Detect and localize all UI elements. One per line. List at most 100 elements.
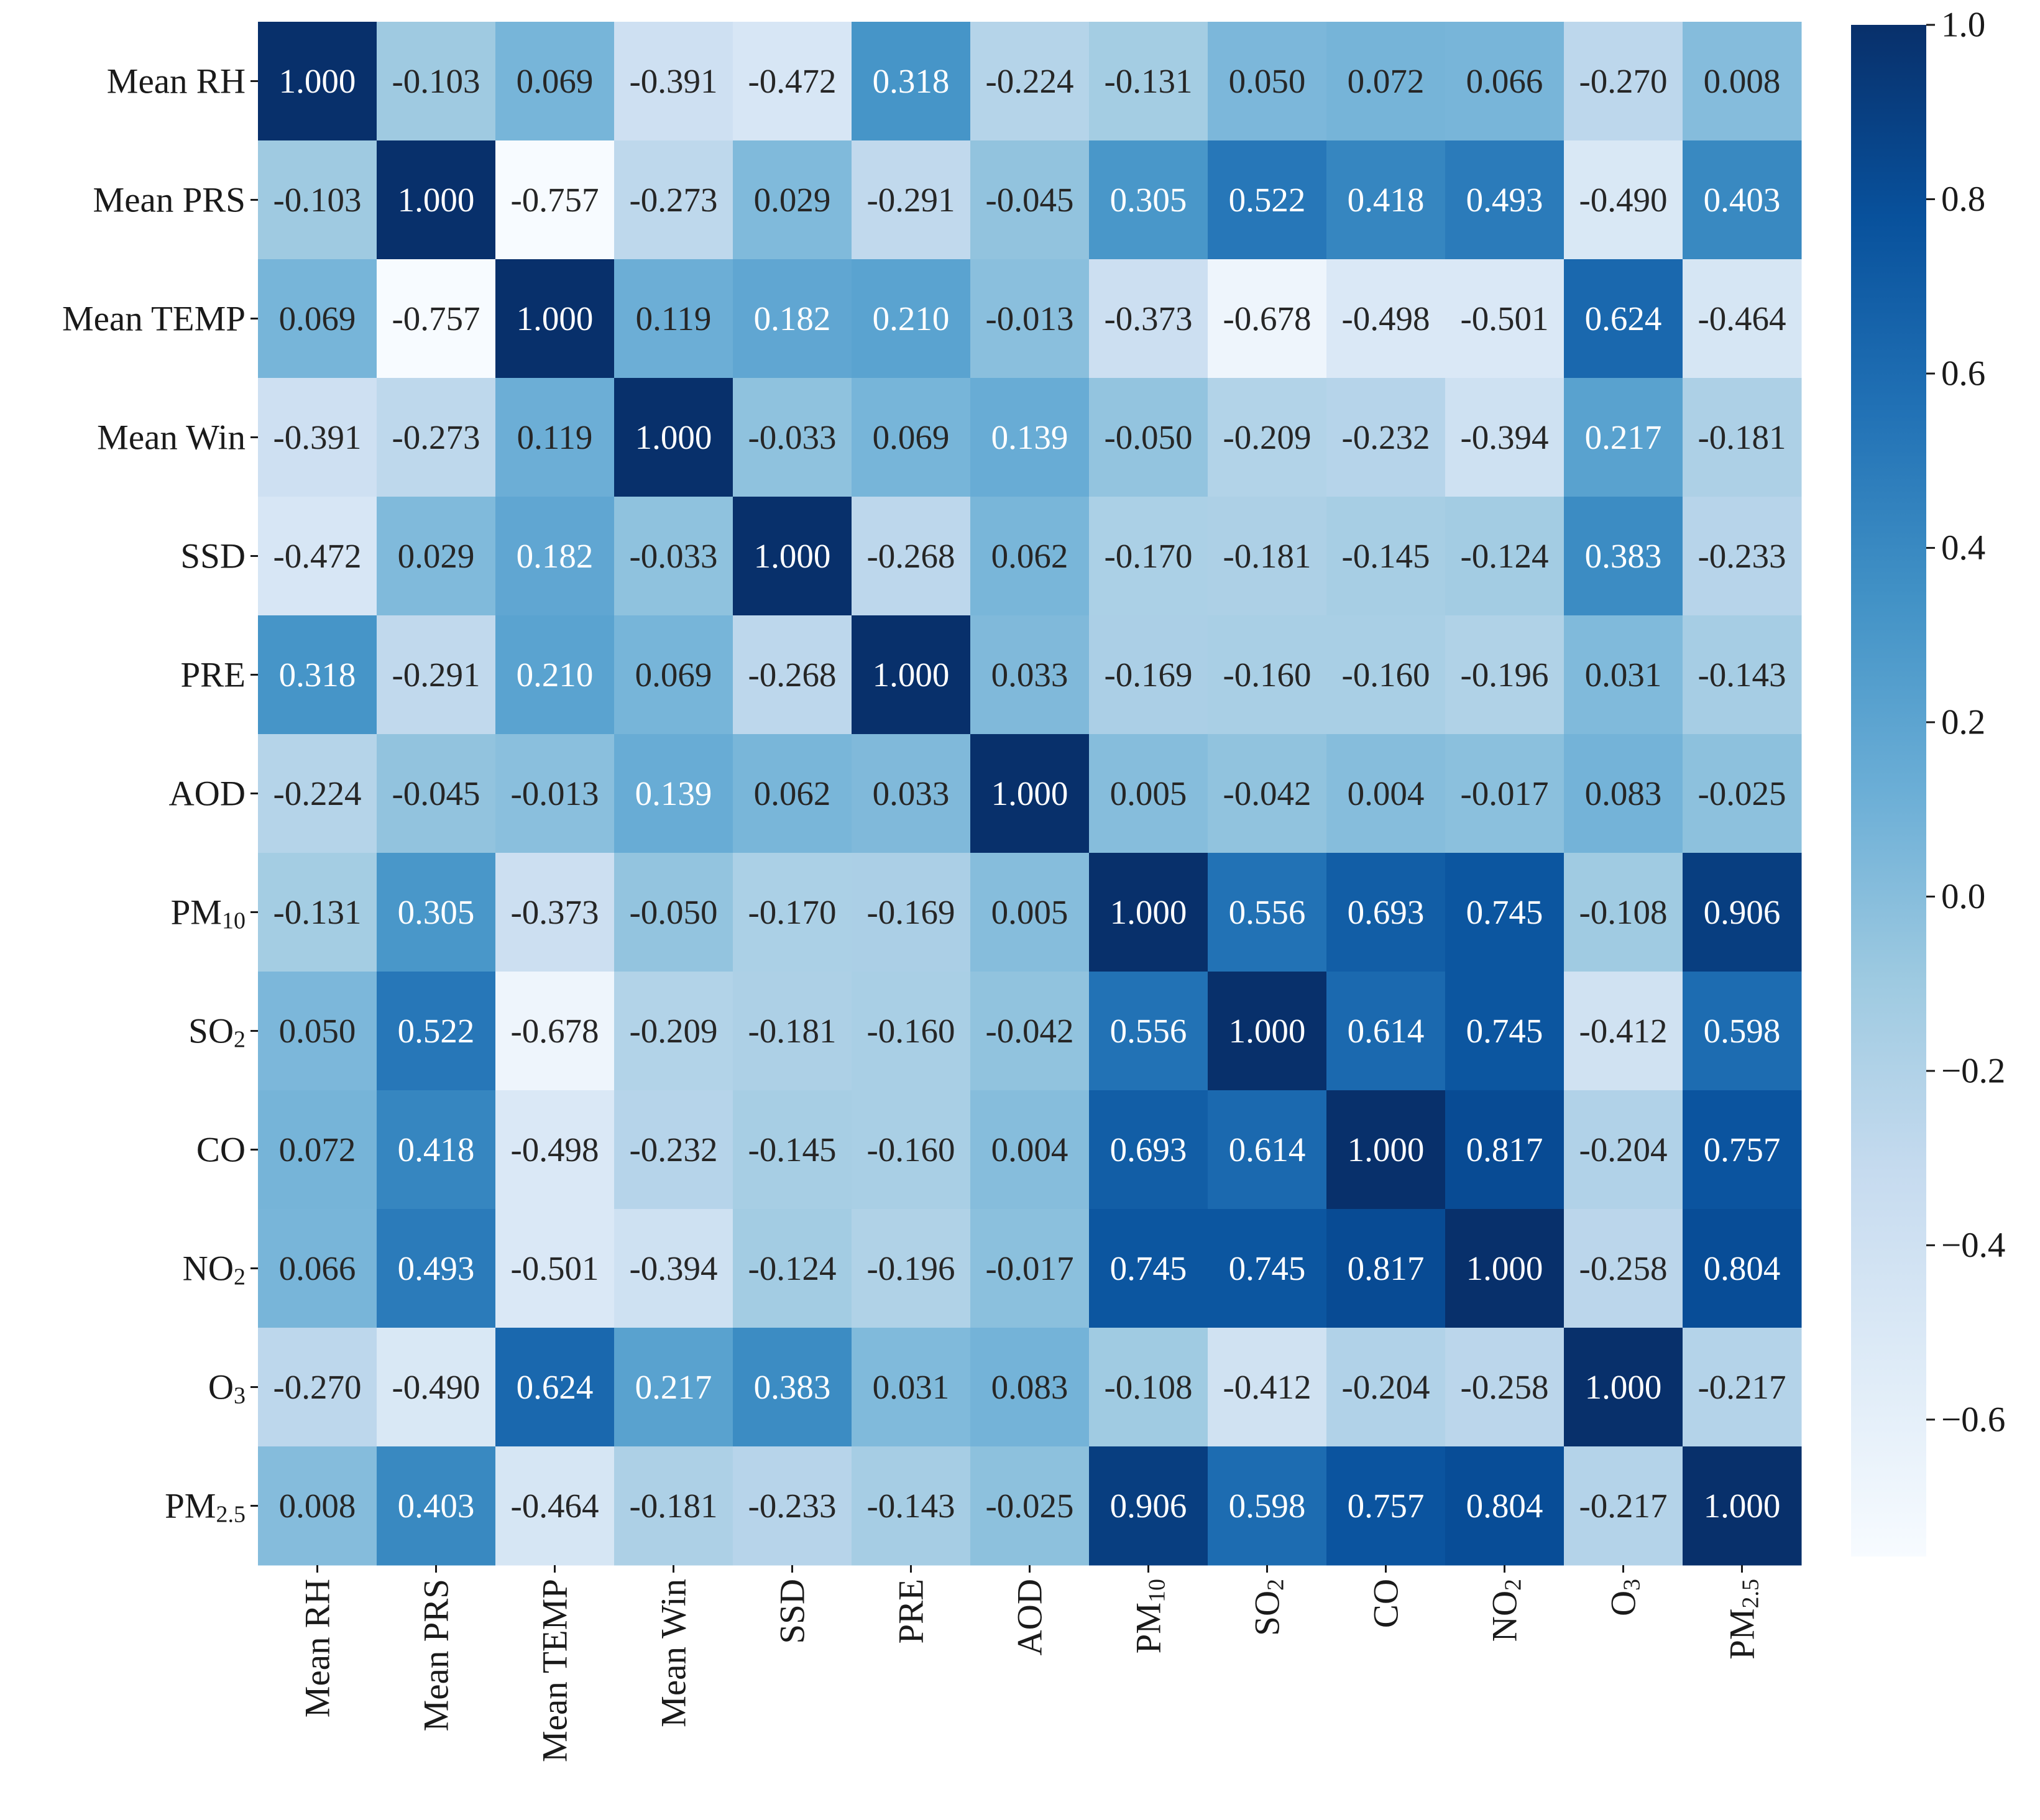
heatmap-cell — [1683, 1446, 1802, 1566]
cell-value-label: -0.103 — [392, 62, 480, 100]
heatmap-cell — [258, 1209, 377, 1328]
heatmap-cell — [1564, 1328, 1683, 1447]
column-tick-label: PM2.5 — [1722, 1579, 1764, 1660]
heatmap-cell — [970, 22, 1090, 141]
heatmap-cell — [1089, 734, 1208, 853]
heatmap-cell — [1683, 1209, 1802, 1328]
heatmap-cell — [1326, 1090, 1446, 1210]
heatmap-cell — [1564, 140, 1683, 260]
heatmap-cell — [377, 972, 496, 1091]
cell-value-label: 0.119 — [636, 300, 712, 338]
cell-value-label: -0.160 — [1341, 656, 1430, 694]
cell-value-label: 0.906 — [1110, 1487, 1187, 1525]
heatmap-cell — [377, 853, 496, 972]
heatmap-cell — [852, 972, 971, 1091]
heatmap-cell — [733, 972, 852, 1091]
cell-value-label: 0.139 — [991, 418, 1068, 456]
cell-value-label: -0.233 — [748, 1487, 836, 1525]
cell-value-label: -0.270 — [1579, 62, 1667, 100]
heatmap-cell — [495, 853, 615, 972]
heatmap-cell — [377, 140, 496, 260]
heatmap-cell — [614, 140, 733, 260]
heatmap-cell — [733, 378, 852, 497]
cell-value-label: 0.029 — [754, 181, 831, 219]
heatmap-cell — [1445, 497, 1564, 616]
heatmap-cell — [1564, 1209, 1683, 1328]
cell-value-label: 0.522 — [398, 1012, 475, 1050]
heatmap-cell — [495, 734, 615, 853]
heatmap-cell — [852, 140, 971, 260]
cell-value-label: 0.210 — [517, 656, 594, 694]
cell-value-label: -0.757 — [392, 300, 480, 338]
cell-value-label: -0.017 — [1460, 774, 1548, 812]
cell-value-label: 0.624 — [1585, 300, 1662, 338]
cell-value-label: -0.143 — [1698, 656, 1786, 694]
heatmap-cell — [852, 259, 971, 379]
cell-value-label: -0.217 — [1579, 1487, 1667, 1525]
row-tick-label: SO2 — [188, 1011, 246, 1053]
heatmap-cell — [1326, 1328, 1446, 1447]
cell-value-label: -0.042 — [985, 1012, 1073, 1050]
heatmap-cell — [970, 615, 1090, 735]
heatmap-cell — [1445, 734, 1564, 853]
heatmap-cell — [1683, 497, 1802, 616]
heatmap-cell — [495, 1446, 615, 1566]
heatmap-cell — [1683, 734, 1802, 853]
cell-value-label: 0.008 — [279, 1487, 356, 1525]
cell-value-label: -0.258 — [1579, 1249, 1667, 1287]
heatmap-cell — [1208, 497, 1327, 616]
cell-value-label: -0.501 — [510, 1249, 599, 1287]
heatmap-cell — [614, 1446, 733, 1566]
cell-value-label: 1.000 — [1348, 1131, 1425, 1169]
cell-value-label: 0.050 — [279, 1012, 356, 1050]
heatmap-cell — [614, 22, 733, 141]
heatmap-cell — [258, 853, 377, 972]
cell-value-label: 1.000 — [754, 537, 831, 575]
colorbar-tick-label: 0.6 — [1941, 354, 1985, 393]
cell-value-label: -0.050 — [629, 893, 717, 931]
heatmap-cell — [733, 22, 852, 141]
cell-value-label: -0.103 — [273, 181, 361, 219]
cell-value-label: -0.181 — [748, 1012, 836, 1050]
cell-value-label: 0.318 — [279, 656, 356, 694]
cell-value-label: -0.224 — [985, 62, 1073, 100]
cell-value-label: -0.258 — [1460, 1368, 1548, 1406]
cell-value-label: 0.418 — [1348, 181, 1425, 219]
row-labels: Mean RH Mean PRS Mean TEMP Mean Win SSD PRE AO… — [62, 62, 258, 1528]
cell-value-label: -0.490 — [392, 1368, 480, 1406]
cell-value-label: -0.501 — [1460, 300, 1548, 338]
cell-value-label: -0.045 — [392, 774, 480, 812]
heatmap-cell — [614, 734, 733, 853]
row-tick-label: Mean TEMP — [62, 299, 246, 338]
heatmap-cell — [1326, 615, 1446, 735]
cell-value-label: -0.268 — [748, 656, 836, 694]
cell-value-label: -0.042 — [1223, 774, 1311, 812]
heatmap-cell — [1564, 497, 1683, 616]
cell-value-label: 0.745 — [1229, 1249, 1306, 1287]
heatmap-cell — [1564, 22, 1683, 141]
colorbar-bar — [1851, 25, 1926, 1556]
cell-value-label: 1.000 — [635, 418, 712, 456]
heatmap-cell — [495, 1328, 615, 1447]
heatmap-cell — [1208, 734, 1327, 853]
heatmap-cell — [377, 22, 496, 141]
heatmap-cell — [970, 378, 1090, 497]
cell-value-label: 0.757 — [1348, 1487, 1425, 1525]
cell-value-label: -0.124 — [1460, 537, 1548, 575]
cell-value-label: 0.817 — [1348, 1249, 1425, 1287]
heatmap-cell — [852, 615, 971, 735]
column-tick-label: CO — [1366, 1579, 1405, 1628]
cell-value-label: -0.233 — [1698, 537, 1786, 575]
cell-value-label: 0.624 — [517, 1368, 594, 1406]
cell-value-label: -0.145 — [1341, 537, 1430, 575]
heatmap-cell — [1208, 140, 1327, 260]
heatmap-cell — [1683, 853, 1802, 972]
cell-value-label: 0.217 — [635, 1368, 712, 1406]
colorbar-tick-label: 1.0 — [1941, 6, 1985, 45]
cell-value-label: -0.273 — [392, 418, 480, 456]
cell-value-label: 0.066 — [279, 1249, 356, 1287]
heatmap-cell — [495, 378, 615, 497]
heatmap-cell — [1089, 1090, 1208, 1210]
heatmap-cell — [614, 1209, 733, 1328]
colorbar-tick-label: 0.4 — [1941, 528, 1985, 568]
